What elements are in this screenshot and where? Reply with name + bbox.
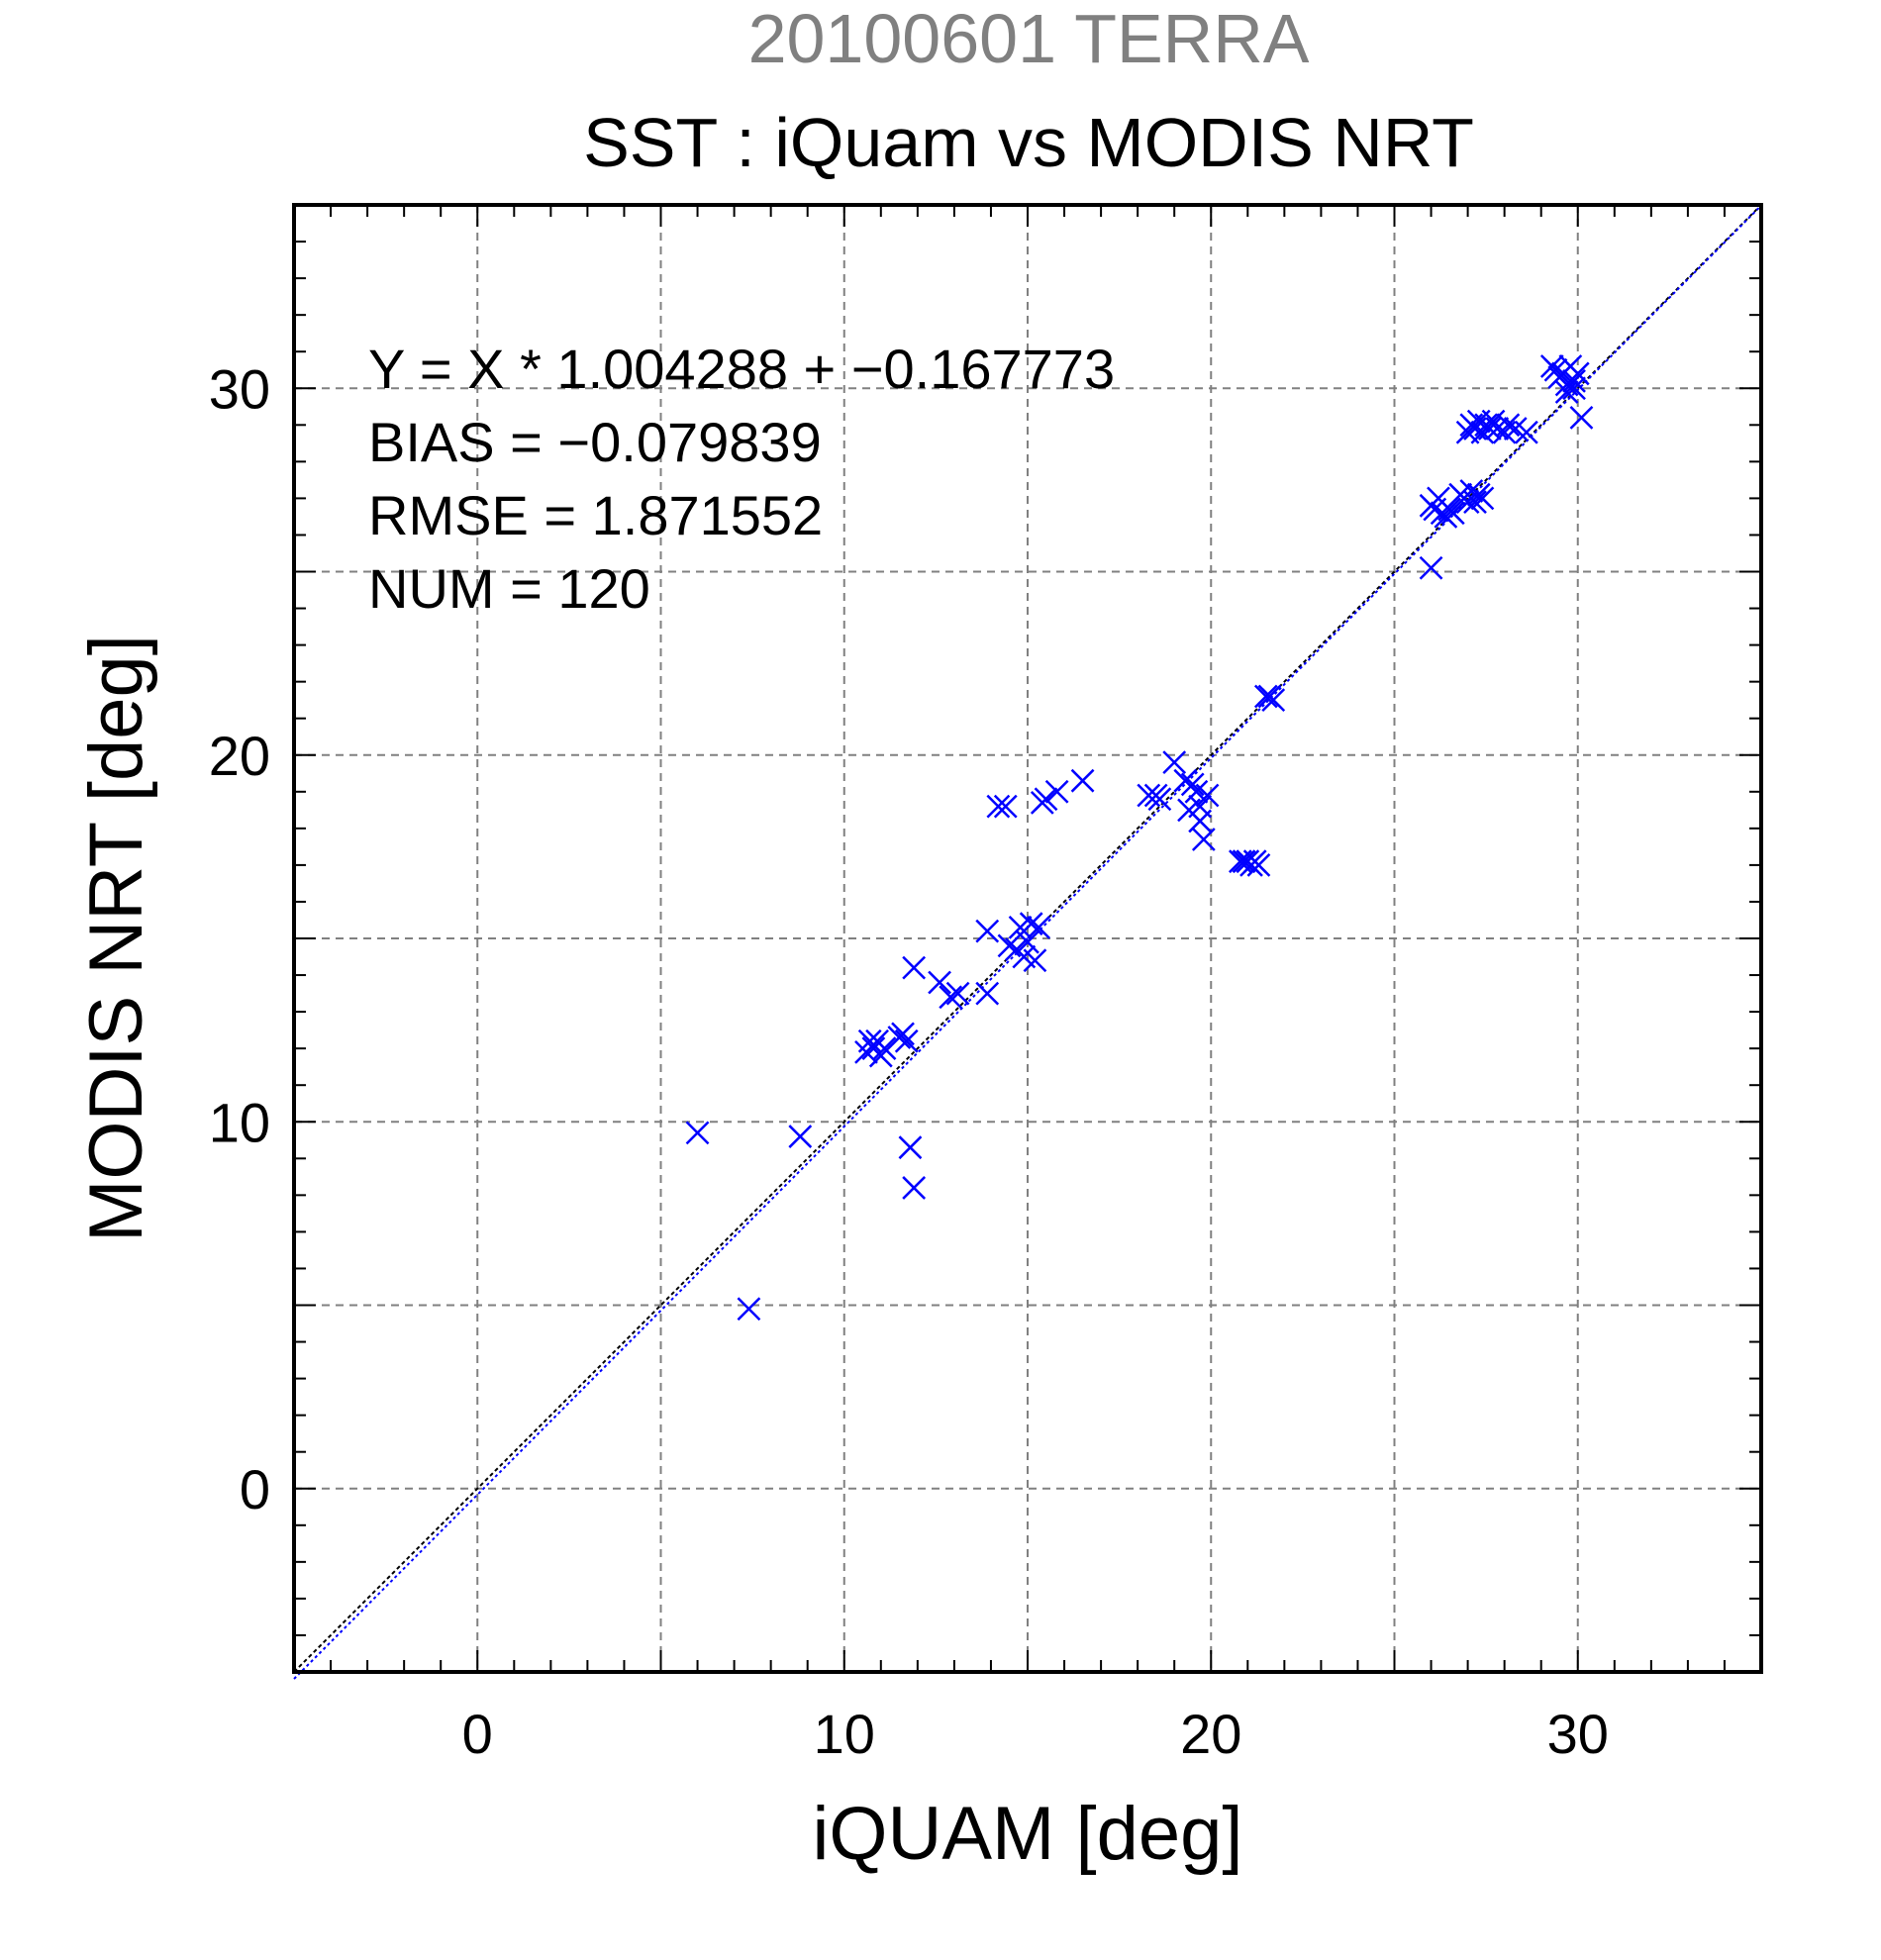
data-point (1440, 501, 1465, 526)
data-point (1232, 849, 1256, 874)
data-point (1195, 783, 1220, 808)
data-point (1569, 406, 1594, 430)
data-point (1034, 787, 1058, 812)
data-point (1246, 853, 1271, 877)
x-tick-label: 30 (1547, 1703, 1609, 1765)
y-tick-label: 20 (209, 725, 270, 787)
data-point (868, 1043, 893, 1068)
data-point (685, 1121, 710, 1145)
y-tick-labels: 0 10 20 30 (209, 357, 270, 1520)
data-point (788, 1125, 813, 1148)
data-point (1419, 555, 1443, 580)
data-point (898, 1135, 923, 1160)
data-point (997, 933, 1022, 958)
data-point (1023, 948, 1047, 973)
data-point (945, 981, 970, 1006)
stats-annotation: Y = X * 1.004288 + −0.167773 BIAS = −0.0… (368, 338, 1115, 620)
data-point (1470, 486, 1495, 511)
data-point (1434, 505, 1458, 529)
data-point (1147, 787, 1172, 812)
data-point (1496, 413, 1521, 438)
data-point (939, 985, 963, 1010)
data-point (1562, 368, 1586, 393)
data-point (891, 1022, 915, 1046)
data-point (1019, 912, 1043, 936)
data-point (1016, 930, 1040, 954)
x-tick-label: 0 (462, 1703, 493, 1765)
y-tick-label: 0 (240, 1458, 270, 1520)
data-point (1253, 684, 1278, 709)
data-point (902, 955, 927, 980)
x-axis-label: iQUAM [deg] (812, 1792, 1242, 1876)
data-point (857, 1029, 882, 1053)
data-point (928, 970, 951, 995)
data-point (1463, 490, 1487, 514)
num-text: NUM = 120 (368, 557, 650, 620)
data-point (1070, 768, 1095, 793)
data-point (1044, 779, 1069, 804)
x-tick-label: 10 (814, 1703, 875, 1765)
x-tick-label: 20 (1180, 1703, 1241, 1765)
data-point (1188, 809, 1213, 833)
data-point (1565, 361, 1590, 386)
data-point (1543, 357, 1568, 382)
data-point (1477, 417, 1502, 441)
rmse-text: RMSE = 1.871552 (368, 484, 823, 546)
bias-text: BIAS = −0.079839 (368, 411, 822, 473)
fit-equation-text: Y = X * 1.004288 + −0.167773 (368, 338, 1115, 400)
data-point (1261, 688, 1286, 713)
data-points (685, 354, 1594, 1322)
data-point (1162, 750, 1187, 775)
y-tick-label: 30 (209, 357, 270, 420)
chart-title: SST : iQuam vs MODIS NRT (583, 104, 1474, 181)
one-to-one-line (293, 204, 1762, 1673)
y-axis-label: MODIS NRT [deg] (74, 635, 158, 1242)
data-point (872, 1036, 897, 1061)
data-point (1191, 828, 1216, 851)
data-point (993, 794, 1018, 819)
data-point (975, 919, 1000, 943)
data-point (1514, 420, 1538, 444)
y-tick-label: 10 (209, 1091, 270, 1153)
data-point (975, 981, 1000, 1006)
data-point (1180, 772, 1205, 797)
data-point (902, 1176, 927, 1200)
data-point (894, 1029, 919, 1053)
data-point (737, 1297, 761, 1322)
data-point (1554, 380, 1579, 404)
data-point (1027, 916, 1050, 939)
chart-supertitle: 20100601 TERRA (748, 0, 1310, 77)
x-tick-labels: 0 10 20 30 (462, 1703, 1609, 1765)
grid-lines (294, 205, 1761, 1672)
plot-frame (292, 203, 1763, 1674)
data-point (1562, 376, 1586, 401)
data-point (986, 794, 1011, 819)
